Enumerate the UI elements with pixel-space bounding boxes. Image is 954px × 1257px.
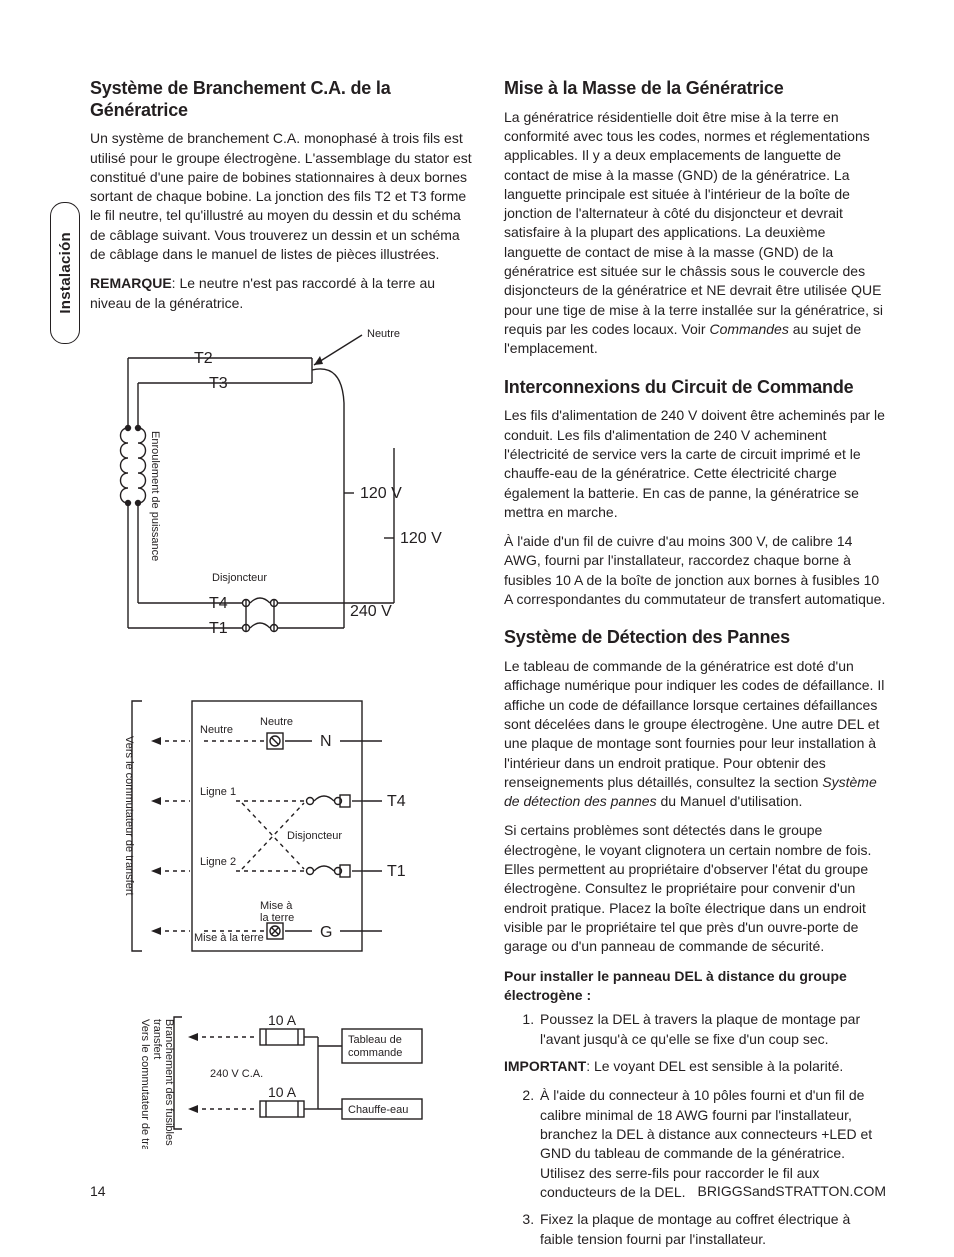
steps-list-2: À l'aide du connecteur à 10 pôles fourni… [504, 1086, 886, 1249]
right-p4: Le tableau de commande de la génératrice… [504, 657, 886, 812]
left-remark: REMARQUE: Le neutre n'est pas raccordé à… [90, 274, 472, 313]
d1-120b: 120 V [400, 530, 442, 547]
d2-mise2b: la terre [260, 912, 294, 924]
left-p1: Un système de branchement C.A. monophasé… [90, 129, 472, 264]
d3-b1b: commande [348, 1047, 402, 1059]
d1-t1: T1 [209, 620, 228, 637]
side-tab: Instalación [50, 202, 80, 344]
right-sub: Pour installer le panneau DEL à distance… [504, 967, 886, 1005]
d2-t1: T1 [387, 863, 406, 880]
footer-site: BRIGGSandSTRATTON.COM [697, 1183, 886, 1199]
left-heading-1: Système de Branchement C.A. de la Généra… [90, 78, 472, 121]
right-p1: La génératrice résidentielle doit être m… [504, 108, 886, 359]
right-h1: Mise à la Masse de la Génératrice [504, 78, 886, 100]
left-column: Système de Branchement C.A. de la Généra… [90, 78, 472, 1257]
d1-t3: T3 [209, 375, 228, 392]
d3-a1: 10 A [268, 1012, 297, 1028]
step-3: Fixez la plaque de montage au coffret él… [538, 1210, 886, 1249]
right-important: IMPORTANT: Le voyant DEL est sensible à … [504, 1057, 886, 1076]
d3-a2: 10 A [268, 1084, 297, 1100]
d2-neutre2: Neutre [260, 716, 293, 728]
d3-side1b: transfert [151, 1019, 163, 1059]
side-tab-label: Instalación [57, 232, 74, 314]
page-number: 14 [90, 1183, 106, 1199]
steps-list-1: Poussez la DEL à travers la plaque de mo… [504, 1010, 886, 1049]
d3-b1a: Tableau de [348, 1034, 402, 1046]
diagram-transfer: Vers le commutateur de transfert Neutre … [82, 681, 472, 981]
d1-t4: T4 [209, 595, 228, 612]
d2-mise2a: Mise à [260, 900, 293, 912]
d3-side2: Branchement des fusibles de service [163, 1019, 175, 1149]
d1-t2: T2 [194, 350, 213, 367]
d2-disj: Disjoncteur [287, 830, 342, 842]
d3-b2: Chauffe-eau [348, 1104, 408, 1116]
d2-t4: T4 [387, 793, 406, 810]
d1-disj: Disjoncteur [212, 572, 267, 584]
right-h2: Interconnexions du Circuit de Commande [504, 377, 886, 399]
d3-ac: 240 V C.A. [210, 1068, 263, 1080]
right-p5: Si certains problèmes sont détectés dans… [504, 821, 886, 956]
d2-vers: Vers le commutateur de transfert [123, 736, 135, 896]
d1-enroul: Enroulement de puissance [149, 431, 161, 561]
right-p3: À l'aide d'un fil de cuivre d'au moins 3… [504, 532, 886, 609]
remark-label: REMARQUE [90, 275, 172, 291]
d2-l1: Ligne 1 [200, 786, 236, 798]
d2-g: G [320, 924, 332, 941]
d1-120a: 120 V [360, 485, 402, 502]
footer: 14 BRIGGSandSTRATTON.COM [90, 1183, 886, 1199]
diagram-service: Vers le commutateur de transfert transfe… [82, 999, 472, 1149]
d2-l2: Ligne 2 [200, 856, 236, 868]
d1-neutre: Neutre [367, 328, 400, 340]
d2-n: N [320, 733, 332, 750]
d2-neutre1: Neutre [200, 724, 233, 736]
d1-240: 240 V [350, 603, 392, 620]
right-h3: Système de Détection des Pannes [504, 627, 886, 649]
right-column: Mise à la Masse de la Génératrice La gén… [504, 78, 886, 1257]
d3-side1: Vers le commutateur de transfert [139, 1019, 151, 1149]
step-1: Poussez la DEL à travers la plaque de mo… [538, 1010, 886, 1049]
right-p2: Les fils d'alimentation de 240 V doivent… [504, 406, 886, 522]
diagram-stator: Neutre T2 T3 T4 T1 120 V 120 V 240 V Dis… [82, 323, 472, 663]
d2-mise1: Mise à la terre [194, 932, 264, 944]
